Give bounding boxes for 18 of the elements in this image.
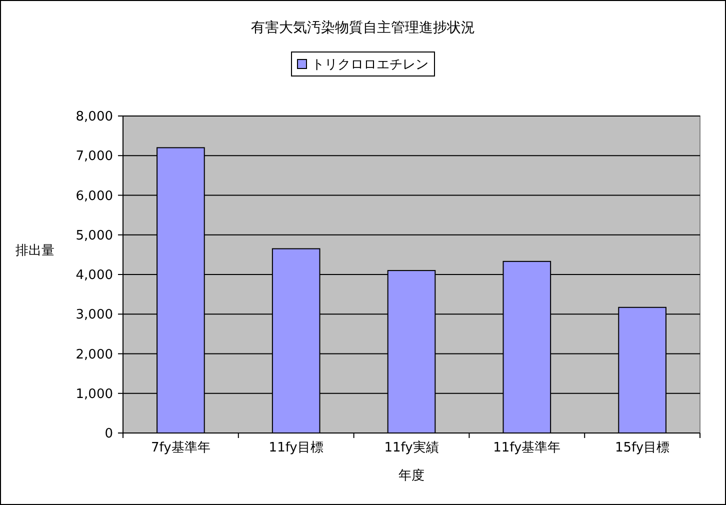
x-tick-label: 15fy目標 xyxy=(615,440,670,456)
y-tick-label: 1,000 xyxy=(76,386,113,402)
x-tick-label: 11fy基準年 xyxy=(493,440,561,456)
y-tick-label: 8,000 xyxy=(76,110,113,125)
y-tick-label: 6,000 xyxy=(76,188,113,204)
y-tick-label: 0 xyxy=(104,426,113,442)
y-tick-label: 7,000 xyxy=(76,149,113,164)
x-axis-title: 年度 xyxy=(398,468,424,484)
x-tick-label: 11fy実績 xyxy=(384,440,439,456)
x-tick-label: 11fy目標 xyxy=(268,440,324,456)
y-tick-label: 4,000 xyxy=(76,268,113,284)
chart-title: 有害大気汚染物質自主管理進捗状況 xyxy=(251,20,475,36)
y-tick-label: 5,000 xyxy=(76,228,113,244)
x-tick-label: 7fy基準年 xyxy=(151,440,210,456)
y-axis-title: 排出量 xyxy=(16,244,54,259)
legend-label: トリクロロエチレン xyxy=(312,58,428,73)
y-tick-label: 3,000 xyxy=(76,308,113,323)
y-tick-label: 2,000 xyxy=(76,347,113,362)
